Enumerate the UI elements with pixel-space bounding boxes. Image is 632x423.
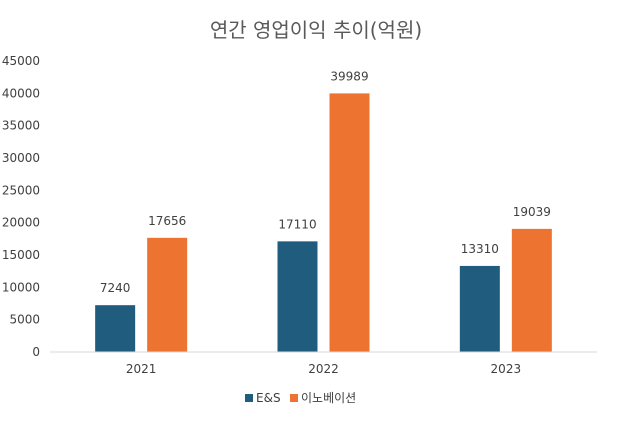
bar-innovation-2021 [147,237,188,352]
data-label: 7240 [100,281,131,295]
x-tick-label: 2021 [126,362,157,376]
y-tick-label: 35000 [2,119,40,133]
data-label: 39989 [330,69,368,83]
data-label: 13310 [461,242,499,256]
data-label: 19039 [513,205,551,219]
bar-innovation-2023 [511,228,552,352]
bar-es-2022 [277,241,318,352]
y-tick-label: 45000 [2,54,40,68]
legend-label: 이노베이션 [301,391,356,405]
chart-title: 연간 영업이익 추이(억원) [210,18,422,42]
bar-innovation-2022 [329,93,370,352]
data-label: 17110 [278,217,316,231]
x-tick-label: 2022 [308,362,339,376]
legend-swatch [290,394,298,402]
y-tick-label: 5000 [9,313,40,327]
legend: E&S 이노베이션 [245,391,356,405]
y-tick-label: 25000 [2,183,40,197]
data-label: 17656 [148,214,186,228]
y-tick-label: 0 [32,345,40,359]
y-tick-label: 10000 [2,280,40,294]
legend-label: E&S [256,391,281,405]
y-tick-label: 40000 [2,86,40,100]
y-axis: 0 5000 10000 15000 20000 25000 30000 35000 40000… [2,54,40,359]
x-tick-label: 2023 [491,362,522,376]
bar-es-2023 [459,265,500,352]
legend-swatch [245,394,253,402]
x-axis: 2021 2022 2023 [50,351,597,376]
bar-es-2021 [95,305,136,352]
y-tick-label: 30000 [2,151,40,165]
bars [95,93,552,352]
y-tick-label: 15000 [2,248,40,262]
y-tick-label: 20000 [2,216,40,230]
data-labels: 7240 17656 17110 39989 13310 19039 [100,69,551,295]
